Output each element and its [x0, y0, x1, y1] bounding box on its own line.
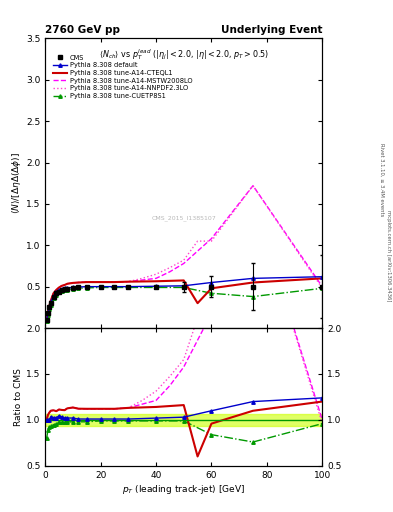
Text: Rivet 3.1.10, ≥ 3.4M events: Rivet 3.1.10, ≥ 3.4M events [380, 142, 384, 216]
Y-axis label: Ratio to CMS: Ratio to CMS [14, 368, 23, 426]
Text: 2760 GeV pp: 2760 GeV pp [45, 25, 120, 35]
Bar [45, 414, 322, 426]
X-axis label: $p_T$ (leading track-jet) [GeV]: $p_T$ (leading track-jet) [GeV] [122, 482, 245, 496]
Y-axis label: $\langle N\rangle/[\Delta\eta\Delta(\Delta\phi)]$: $\langle N\rangle/[\Delta\eta\Delta(\Del… [10, 152, 23, 215]
Text: Underlying Event: Underlying Event [221, 25, 322, 35]
Text: mcplots.cern.ch [arXiv:1306.3436]: mcplots.cern.ch [arXiv:1306.3436] [386, 210, 391, 302]
Text: CMS_2015_I1385107: CMS_2015_I1385107 [151, 215, 216, 221]
Text: $\langle N_{ch}\rangle$ vs $p_T^{lead}$ ($|\eta_j|<2.0$, $|\eta|<2.0$, $p_T>0.5$: $\langle N_{ch}\rangle$ vs $p_T^{lead}$ … [99, 47, 269, 61]
Legend: CMS, Pythia 8.308 default, Pythia 8.308 tune-A14-CTEQL1, Pythia 8.308 tune-A14-M: CMS, Pythia 8.308 default, Pythia 8.308 … [51, 53, 194, 100]
